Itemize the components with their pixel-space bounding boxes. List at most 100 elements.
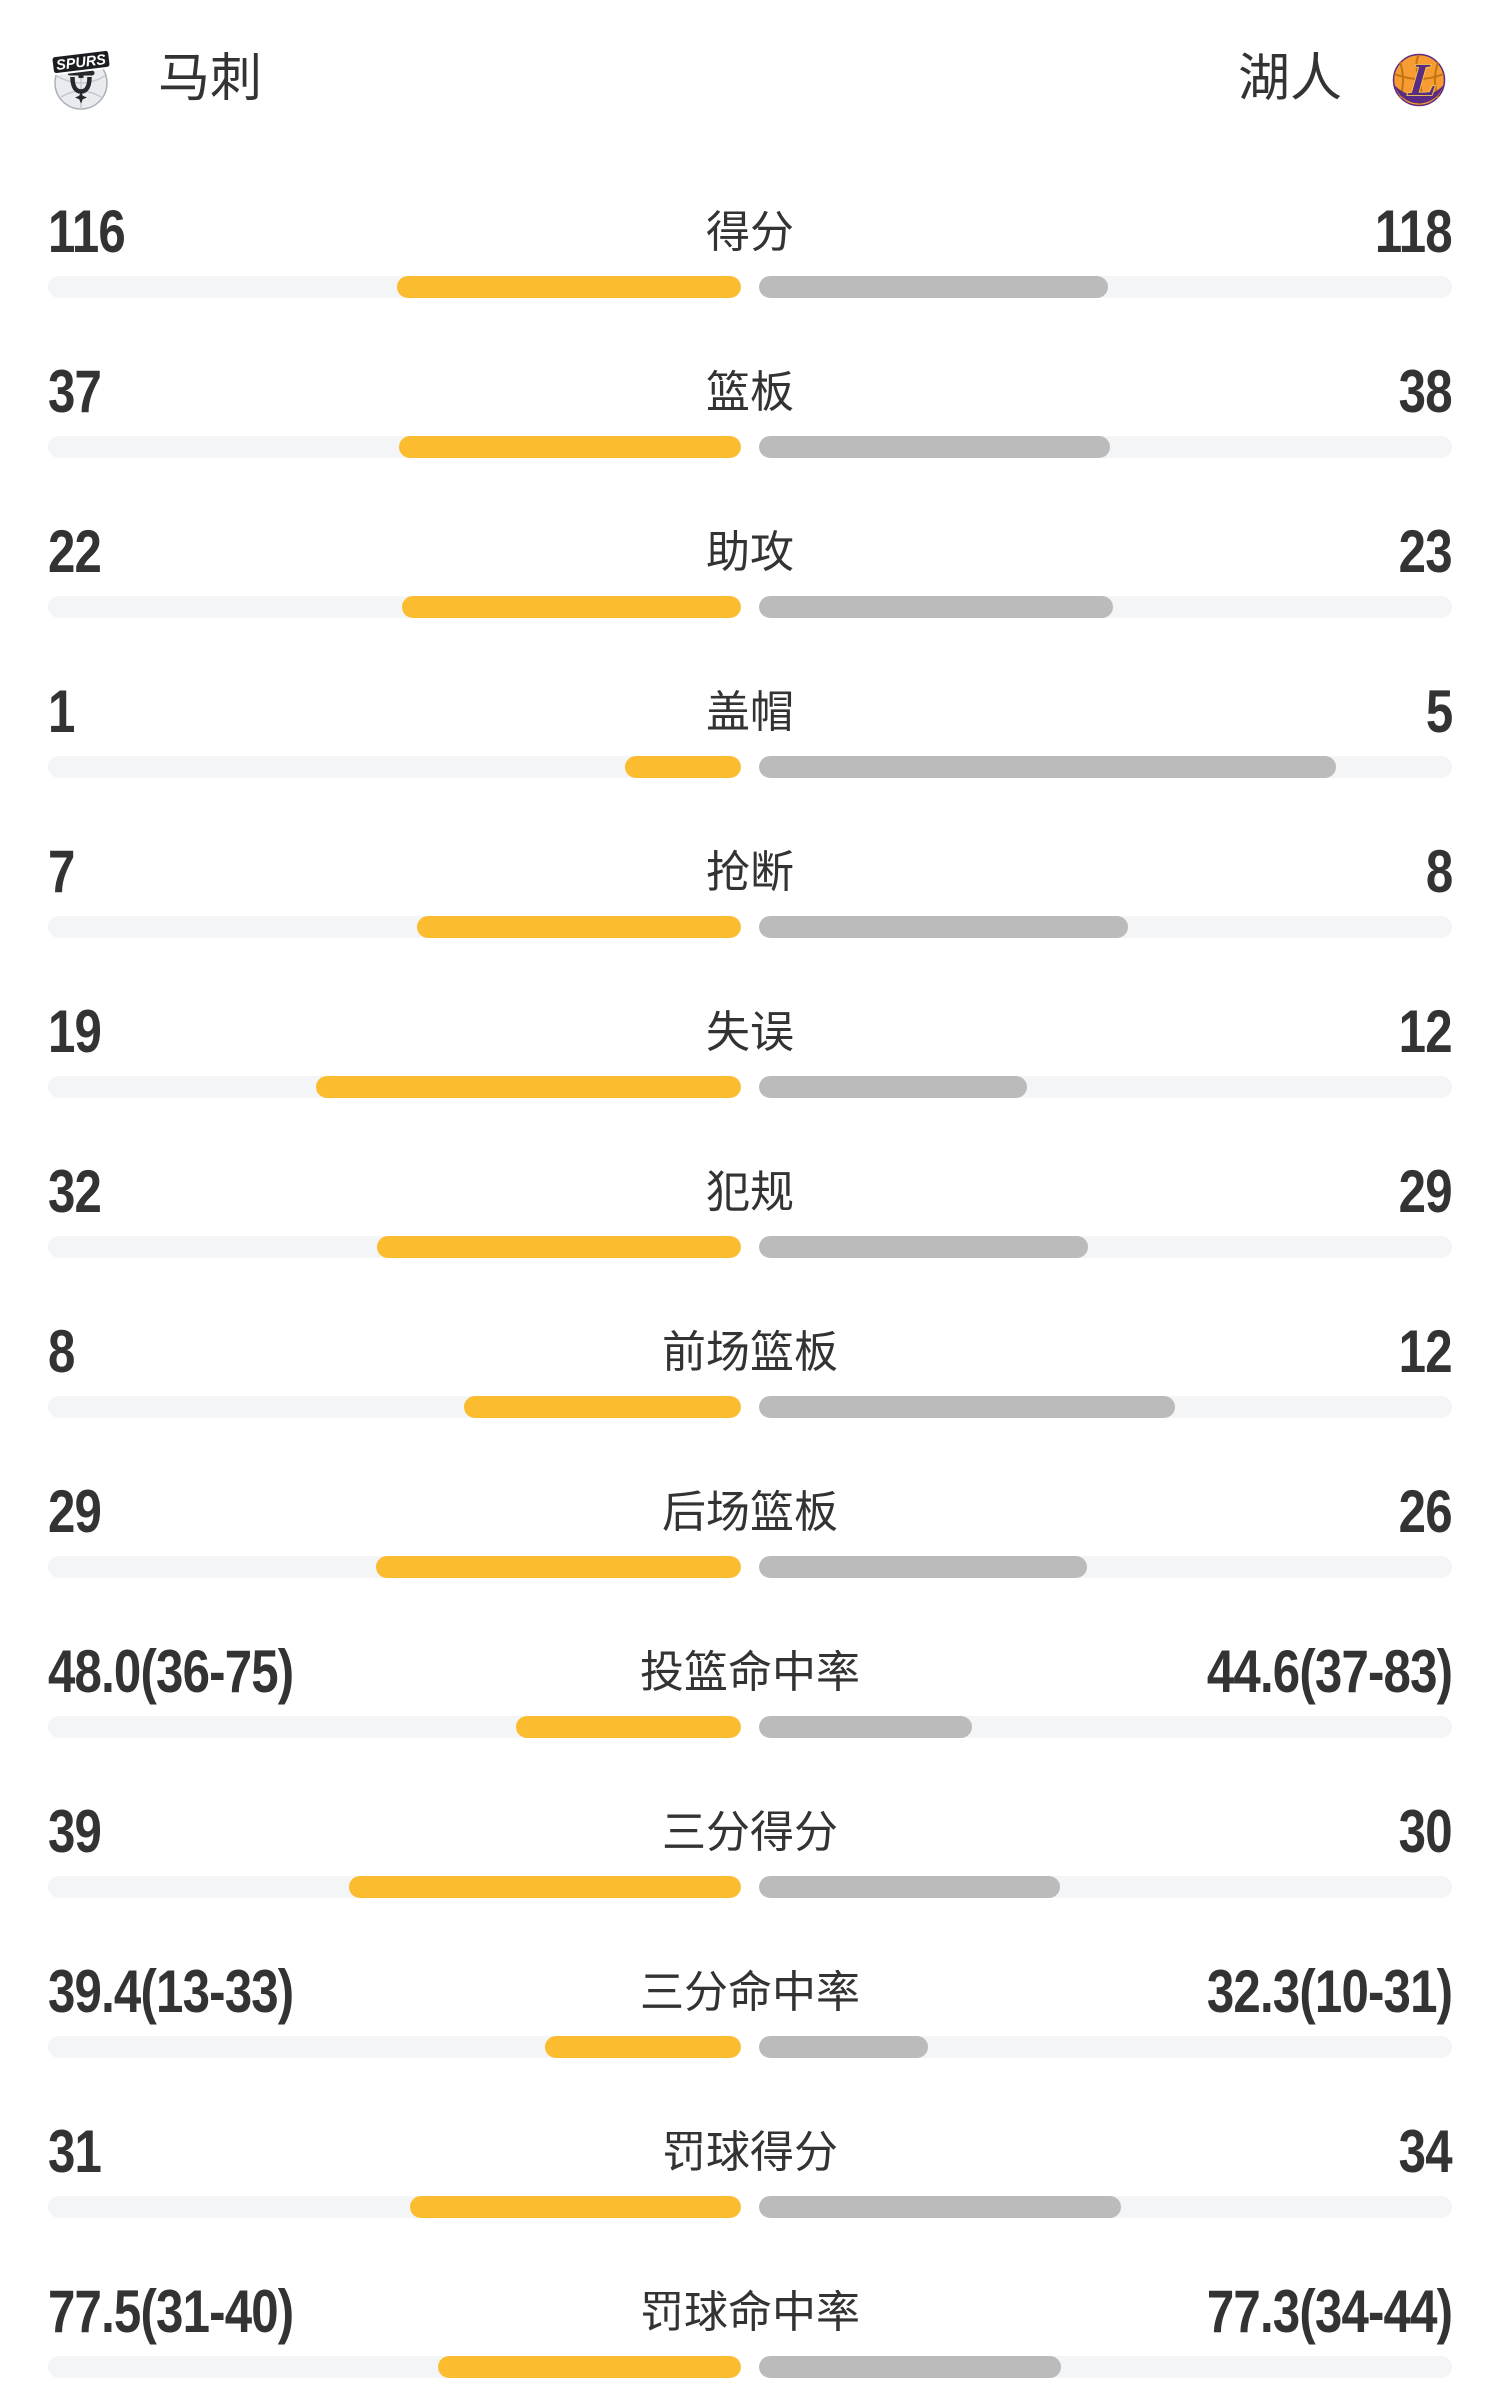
right-team-value: 23 [1398, 518, 1453, 585]
stat-text-line: 31 罚球得分 34 [48, 2118, 1453, 2185]
left-bar-fill [399, 436, 741, 458]
left-bar-fill [438, 2356, 741, 2378]
right-team-value: 32.3(10-31) [1206, 1958, 1453, 2025]
stat-label: 抢断 [706, 848, 794, 897]
right-bar-track [759, 1076, 1452, 1098]
right-team-value: 12 [1398, 998, 1453, 1065]
right-bar-track [759, 1876, 1452, 1898]
left-team-value: 39 [48, 1798, 102, 1865]
right-bar-fill [759, 1076, 1028, 1098]
left-team-value: 1 [48, 678, 75, 745]
stat-bars [48, 2036, 1452, 2058]
stat-label: 盖帽 [706, 688, 794, 737]
stat-text-line: 32 犯规 29 [48, 1158, 1453, 1225]
left-bar-track [48, 916, 741, 938]
stat-label: 助攻 [706, 528, 794, 577]
right-team-value: 118 [1375, 198, 1453, 265]
left-bar-fill [316, 1076, 741, 1098]
right-bar-track [759, 1236, 1452, 1258]
right-team-value: 44.6(37-83) [1206, 1638, 1453, 1705]
right-bar-fill [759, 596, 1114, 618]
left-bar-track [48, 2036, 741, 2058]
left-bar-fill [410, 2196, 741, 2218]
left-bar-track [48, 276, 741, 298]
team-right-name: 湖人 [1237, 50, 1342, 108]
left-team-value: 19 [48, 998, 102, 1065]
stats-list: 116 得分 118 37 篮板 38 [48, 198, 1453, 2378]
stat-label: 前场篮板 [662, 1328, 838, 1377]
left-bar-fill [377, 1236, 741, 1258]
right-team-value: 77.3(34-44) [1206, 2278, 1453, 2345]
right-bar-fill [759, 436, 1111, 458]
left-bar-track [48, 1716, 741, 1738]
stat-bars [48, 1556, 1452, 1578]
stat-text-line: 19 失误 12 [48, 998, 1453, 1065]
team-left-name: 马刺 [158, 50, 263, 108]
stat-row: 31 罚球得分 34 [48, 2118, 1453, 2218]
right-bar-track [759, 2036, 1452, 2058]
left-bar-track [48, 436, 741, 458]
stat-text-line: 29 后场篮板 26 [48, 1482, 1453, 1542]
stat-label: 罚球得分 [662, 2128, 838, 2177]
stat-bars [48, 2196, 1452, 2218]
right-bar-fill [759, 916, 1129, 938]
right-bar-track [759, 916, 1452, 938]
stat-text-line: 48.0(36-75) 投篮命中率 44.6(37-83) [48, 1638, 1453, 1705]
right-bar-track [759, 436, 1452, 458]
left-bar-fill [402, 596, 741, 618]
right-bar-track [759, 1556, 1452, 1578]
left-team-value: 37 [48, 358, 102, 425]
right-team-value: 30 [1398, 1798, 1453, 1865]
stat-label: 后场篮板 [662, 1488, 838, 1537]
stat-row: 29 后场篮板 26 [48, 1482, 1453, 1578]
stat-row: 116 得分 118 [48, 198, 1453, 298]
stat-label: 三分得分 [662, 1808, 838, 1857]
left-bar-track [48, 596, 741, 618]
stat-bars [48, 916, 1452, 938]
left-bar-fill [544, 2036, 741, 2058]
left-bar-fill [463, 1396, 741, 1418]
left-bar-fill [375, 1556, 741, 1578]
stat-label: 三分命中率 [640, 1968, 860, 2017]
stat-bars [48, 2356, 1452, 2378]
right-bar-track [759, 1396, 1452, 1418]
left-bar-fill [397, 276, 741, 298]
team-left: SPURS 马刺 [48, 46, 262, 112]
stat-bars [48, 1236, 1452, 1258]
stat-label: 投篮命中率 [640, 1648, 860, 1697]
right-bar-fill [759, 2356, 1062, 2378]
stat-bars [48, 1396, 1452, 1418]
stat-bars [48, 436, 1452, 458]
left-team-value: 48.0(36-75) [48, 1638, 294, 1705]
stat-bars [48, 1876, 1452, 1898]
right-bar-fill [759, 276, 1109, 298]
lakers-logo-icon: L [1386, 46, 1452, 112]
left-bar-fill [349, 1876, 741, 1898]
stat-bars [48, 1716, 1452, 1738]
left-team-value: 77.5(31-40) [48, 2278, 294, 2345]
right-team-value: 29 [1398, 1158, 1453, 1225]
right-team-value: 38 [1398, 358, 1453, 425]
svg-text:L: L [1406, 54, 1440, 105]
right-bar-track [759, 1716, 1452, 1738]
left-bar-track [48, 756, 741, 778]
stat-label: 罚球命中率 [640, 2288, 860, 2337]
right-team-value: 34 [1398, 2118, 1453, 2185]
svg-text:SPURS: SPURS [55, 52, 107, 74]
left-team-value: 32 [48, 1158, 102, 1225]
header: SPURS 马刺 湖人 L [48, 0, 1452, 112]
right-bar-fill [759, 1396, 1175, 1418]
stat-bars [48, 756, 1452, 778]
stat-row: 22 助攻 23 [48, 518, 1453, 618]
stat-bars [48, 276, 1452, 298]
right-bar-fill [759, 1876, 1061, 1898]
left-bar-fill [625, 756, 741, 778]
left-bar-track [48, 1076, 741, 1098]
left-team-value: 8 [48, 1318, 75, 1385]
left-bar-track [48, 1396, 741, 1418]
stat-label: 篮板 [706, 368, 794, 417]
left-bar-track [48, 2196, 741, 2218]
stat-bars [48, 596, 1452, 618]
stat-row: 39 三分得分 30 [48, 1798, 1453, 1898]
